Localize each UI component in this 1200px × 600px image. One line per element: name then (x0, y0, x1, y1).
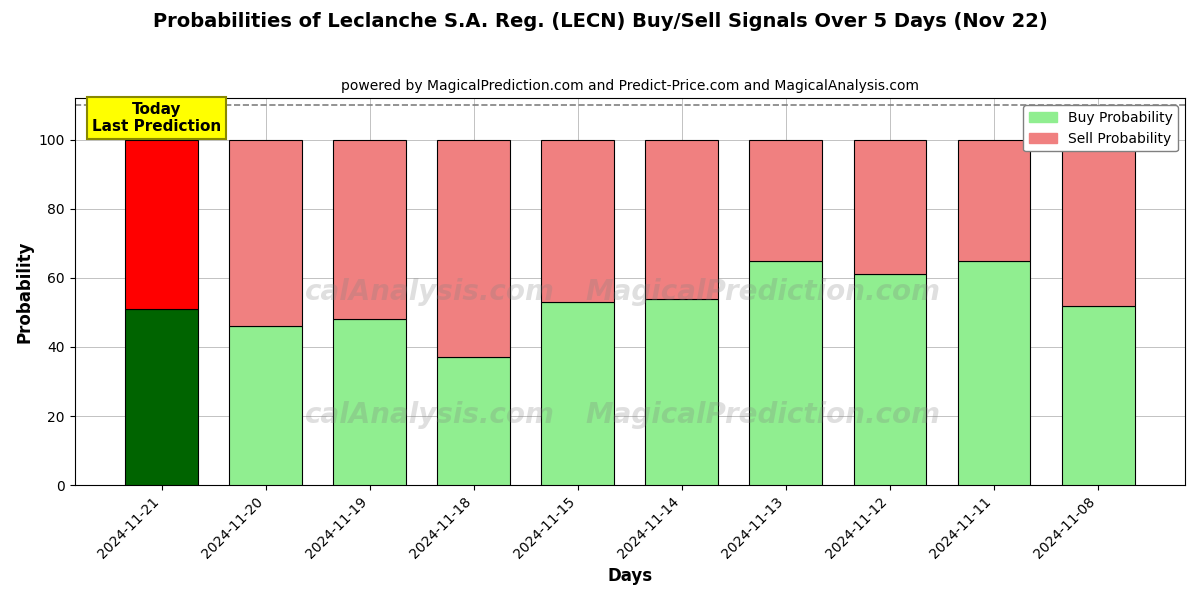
Bar (853, 274, 926, 485)
Bar (229, 140, 302, 326)
Bar (125, 140, 198, 309)
Title: powered by MagicalPrediction.com and Predict-Price.com and MagicalAnalysis.com: powered by MagicalPrediction.com and Pre… (341, 79, 919, 93)
Bar (646, 140, 719, 299)
Text: Probabilities of Leclanche S.A. Reg. (LECN) Buy/Sell Signals Over 5 Days (Nov 22: Probabilities of Leclanche S.A. Reg. (LE… (152, 12, 1048, 31)
Bar (1062, 305, 1134, 485)
Bar (437, 140, 510, 358)
Bar (958, 260, 1031, 485)
Bar (334, 319, 406, 485)
Bar (646, 299, 719, 485)
Bar (853, 140, 926, 274)
Bar (334, 140, 406, 319)
Bar (437, 358, 510, 485)
Bar (125, 309, 198, 485)
Y-axis label: Probability: Probability (16, 241, 34, 343)
Bar (958, 140, 1031, 260)
Bar (541, 140, 614, 302)
Bar (541, 302, 614, 485)
Bar (1062, 140, 1134, 305)
X-axis label: Days: Days (607, 567, 653, 585)
Legend: Buy Probability, Sell Probability: Buy Probability, Sell Probability (1024, 105, 1178, 151)
Bar (750, 140, 822, 260)
Text: calAnalysis.com: calAnalysis.com (305, 278, 554, 306)
Text: MagicalPrediction.com: MagicalPrediction.com (586, 401, 941, 430)
Text: MagicalPrediction.com: MagicalPrediction.com (586, 278, 941, 306)
Bar (229, 326, 302, 485)
Bar (750, 260, 822, 485)
Text: calAnalysis.com: calAnalysis.com (305, 401, 554, 430)
Text: Today
Last Prediction: Today Last Prediction (91, 102, 221, 134)
